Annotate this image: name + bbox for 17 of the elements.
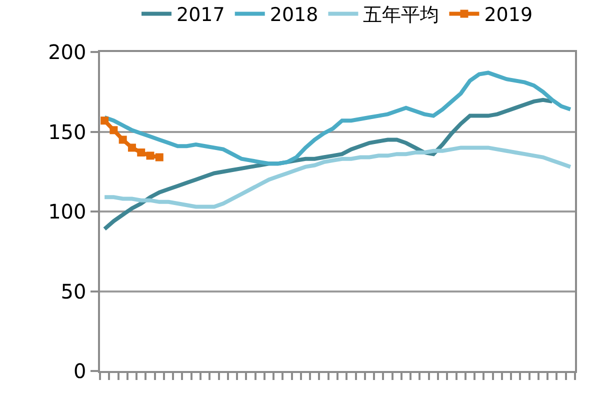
point [100,116,109,125]
point [128,144,136,152]
point [155,153,164,162]
legend-label: 五年平均 [363,4,440,26]
line-series [102,146,572,209]
y-tick-label: 200 [48,40,86,64]
y-tick-label: 50 [60,279,86,304]
y-tick-label: 150 [48,120,86,144]
legend-label: 2017 [176,4,225,26]
legend-label: 2019 [484,4,533,26]
legend-label: 2018 [270,4,318,26]
y-tick-label: 100 [48,200,86,224]
point [110,126,118,134]
point [118,136,127,144]
point [137,148,146,156]
y-tick-label: 0 [74,359,86,383]
point [146,152,154,160]
